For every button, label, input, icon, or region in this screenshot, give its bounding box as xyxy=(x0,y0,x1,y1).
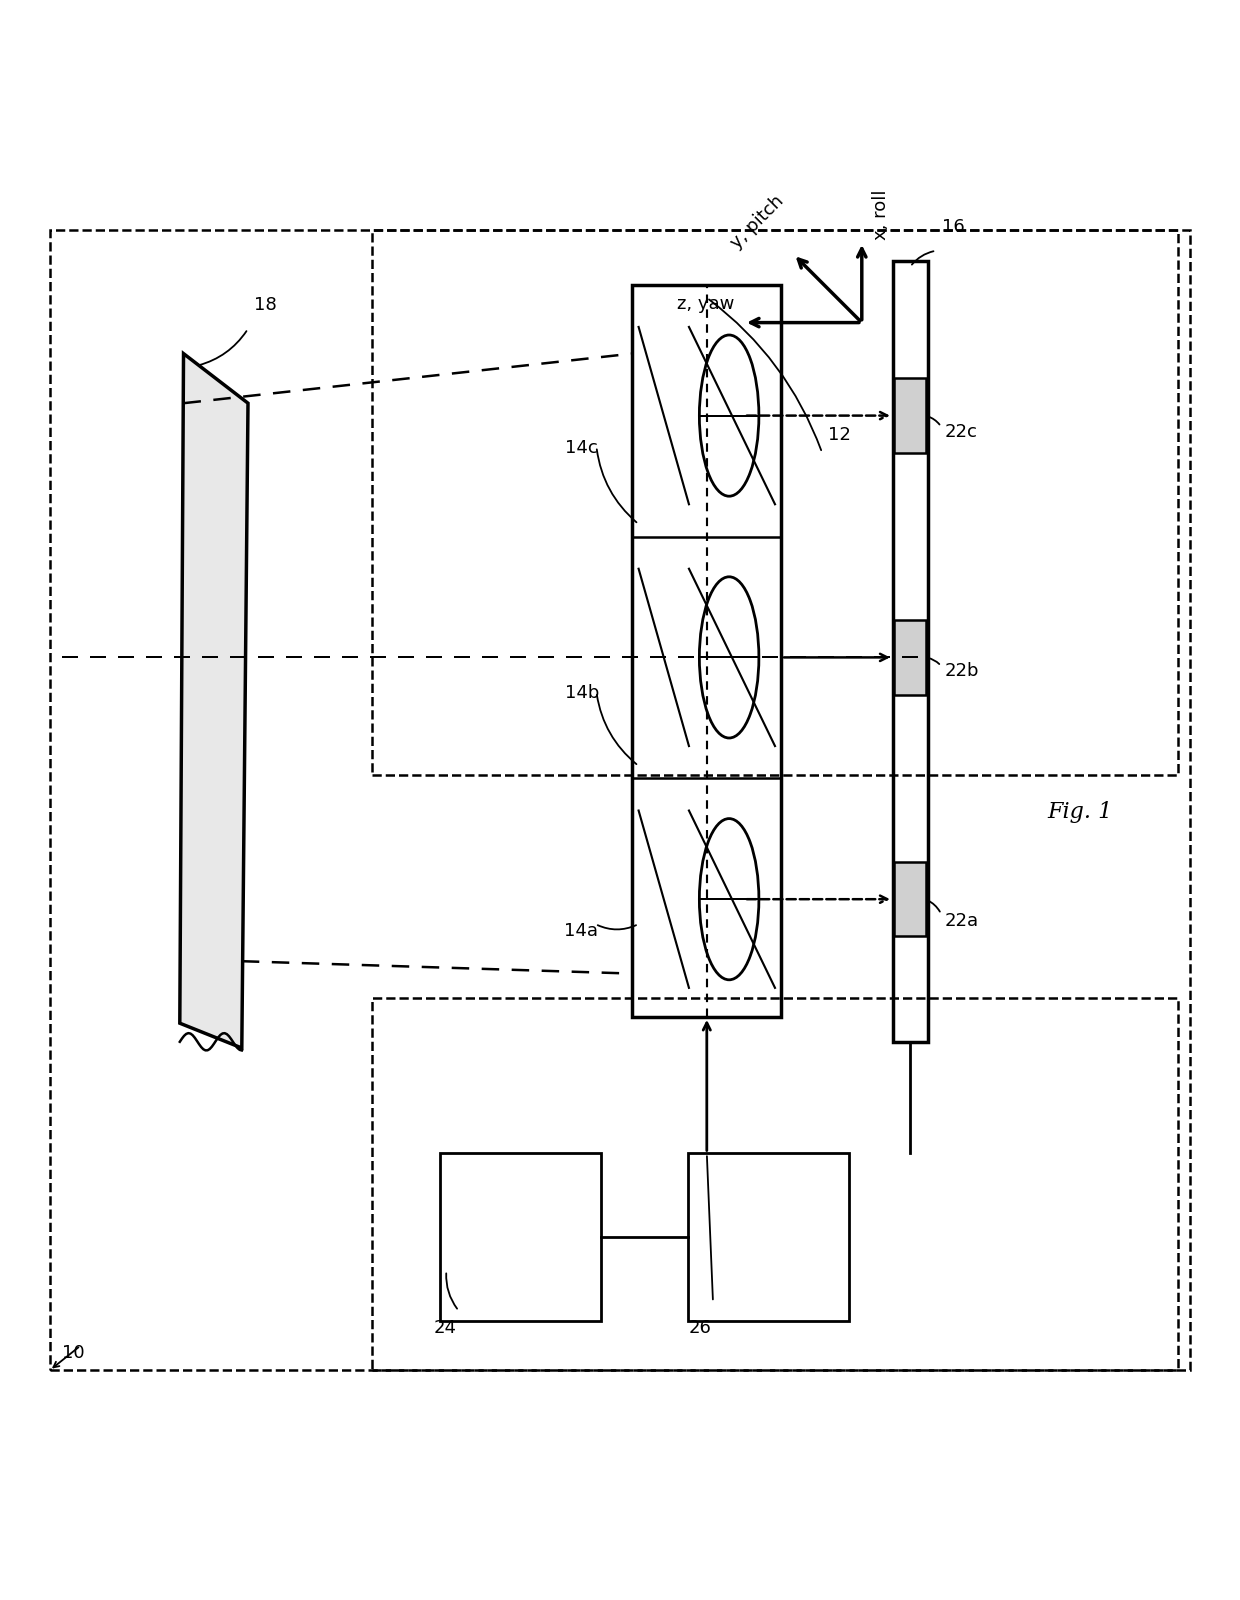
Bar xyxy=(893,261,928,1042)
Text: y, pitch: y, pitch xyxy=(728,192,787,251)
Text: 18: 18 xyxy=(254,296,277,314)
Text: x, roll: x, roll xyxy=(872,189,890,240)
Text: 16: 16 xyxy=(942,218,965,237)
Bar xyxy=(894,378,926,453)
Text: 22a: 22a xyxy=(945,912,980,931)
Ellipse shape xyxy=(699,334,759,496)
Ellipse shape xyxy=(699,576,759,738)
Text: Fig. 1: Fig. 1 xyxy=(1048,802,1114,824)
Bar xyxy=(372,998,1178,1370)
Text: 14c: 14c xyxy=(565,438,598,458)
Bar xyxy=(372,229,1178,774)
Polygon shape xyxy=(180,354,248,1048)
Bar xyxy=(440,1154,601,1322)
Text: 14b: 14b xyxy=(565,685,600,702)
Bar xyxy=(894,862,926,936)
Text: 10: 10 xyxy=(62,1344,84,1362)
Text: z, yaw: z, yaw xyxy=(677,294,734,312)
Bar xyxy=(688,1154,849,1322)
Text: 22b: 22b xyxy=(945,662,980,680)
Text: 14a: 14a xyxy=(564,922,598,941)
Text: 24: 24 xyxy=(434,1318,458,1338)
Bar xyxy=(894,621,926,694)
Text: 22c: 22c xyxy=(945,422,978,440)
Text: 26: 26 xyxy=(688,1318,711,1338)
Bar xyxy=(632,285,781,1018)
Text: 12: 12 xyxy=(828,427,851,445)
Ellipse shape xyxy=(699,819,759,979)
